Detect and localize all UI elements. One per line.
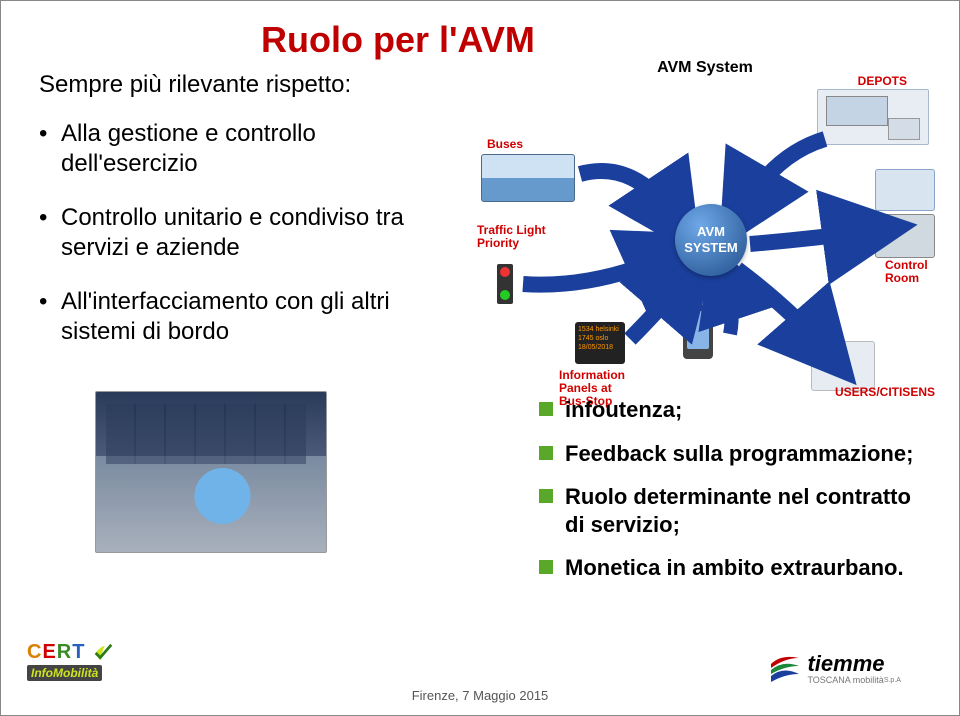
tiemme-name: tiemme TOSCANA mobilità S.p.A <box>807 651 900 685</box>
tiemme-wave-icon <box>769 652 801 684</box>
green-bullet-item: infoutenza; <box>539 396 919 424</box>
tiemme-sub: TOSCANA mobilità S.p.A <box>807 675 900 685</box>
avm-diagram: AVM System DEPOTS Buses Traffic Light Pr… <box>475 59 935 399</box>
bullet-item: All'interfacciamento con gli altri siste… <box>39 287 439 347</box>
tiemme-sub-text: TOSCANA mobilità <box>807 675 883 685</box>
control-room-photo <box>95 391 327 553</box>
cert-infomobilita-logo: CERT InfoMobilità <box>27 641 157 699</box>
cert-text: CERT <box>27 641 157 664</box>
cert-letter: R <box>57 641 72 663</box>
right-green-bullets: infoutenza; Feedback sulla programmazion… <box>539 396 919 598</box>
cert-letter: E <box>42 641 56 663</box>
slide: Ruolo per l'AVM Sempre più rilevante ris… <box>0 0 960 716</box>
infomobilita-text: InfoMobilità <box>27 665 102 681</box>
green-bullet-item: Ruolo determinante nel contratto di serv… <box>539 483 919 538</box>
slide-subtitle: Sempre più rilevante rispetto: <box>39 71 351 99</box>
slide-title: Ruolo per l'AVM <box>261 19 535 61</box>
footer-text: Firenze, 7 Maggio 2015 <box>412 688 549 703</box>
left-bullets: Alla gestione e controllo dell'esercizio… <box>39 119 439 371</box>
bullet-item: Controllo unitario e condiviso tra servi… <box>39 203 439 263</box>
tiemme-spa: S.p.A <box>884 677 901 684</box>
tiemme-big: tiemme <box>807 651 900 677</box>
avm-center-node: AVM SYSTEM <box>675 204 747 276</box>
bullet-item: Alla gestione e controllo dell'esercizio <box>39 119 439 179</box>
cert-letter: C <box>27 641 42 663</box>
checkmark-icon <box>92 642 114 664</box>
cert-letter: T <box>72 641 85 663</box>
tiemme-logo: tiemme TOSCANA mobilità S.p.A <box>769 651 939 699</box>
green-bullet-item: Monetica in ambito extraurbano. <box>539 554 919 582</box>
green-bullet-item: Feedback sulla programmazione; <box>539 440 919 468</box>
